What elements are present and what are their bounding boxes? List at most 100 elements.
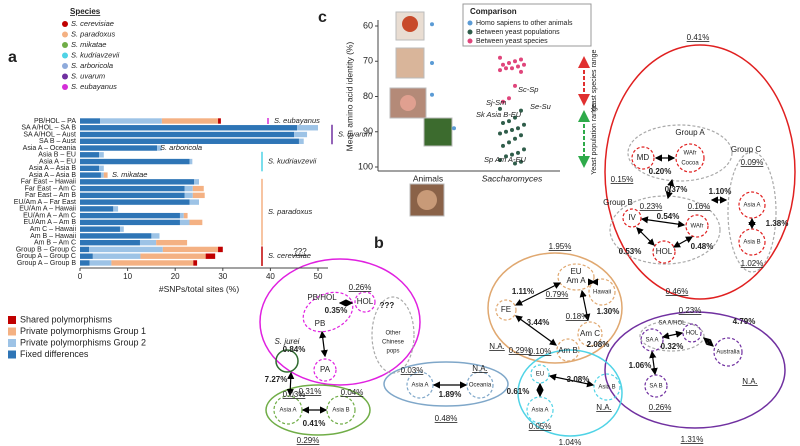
diagram-text: 0.18% xyxy=(566,312,589,321)
legend-swatch xyxy=(62,31,68,38)
point xyxy=(498,106,502,111)
annotation: Se-Su xyxy=(530,102,552,111)
bar-segment xyxy=(80,131,295,138)
point xyxy=(430,92,434,97)
node xyxy=(609,195,721,265)
bar-segment xyxy=(80,179,195,185)
panel-label: c xyxy=(318,9,327,26)
y-tick-label: 90 xyxy=(363,126,373,136)
diagram-text: 0.05% xyxy=(529,422,552,431)
bar-segment xyxy=(183,212,188,219)
bar-segment xyxy=(218,246,223,253)
diagram-text: 0.35% xyxy=(325,306,348,315)
y-tick-label: Asia A – Asia B xyxy=(29,165,76,172)
diagram-text: 1.30% xyxy=(597,307,620,316)
diagram-text: EU xyxy=(570,267,581,276)
panel-label: a xyxy=(8,49,17,66)
legend-swatch xyxy=(62,73,68,80)
diagram-text: 0.04% xyxy=(341,388,364,397)
group-uvarum xyxy=(604,311,786,429)
bar-segment xyxy=(162,246,219,253)
y-tick-label: Asia A – EU xyxy=(39,158,76,165)
group-eubayanus xyxy=(259,258,421,386)
node xyxy=(313,358,337,382)
legend-label: Shared polymorphisms xyxy=(20,314,113,324)
bar-segment xyxy=(113,206,119,212)
bar-segment xyxy=(80,165,100,172)
diagram-text: 0.54% xyxy=(657,212,680,221)
point xyxy=(507,119,511,124)
diagram-text: Am A xyxy=(566,276,586,285)
point xyxy=(498,68,502,73)
diagram-text: 1.10% xyxy=(709,187,732,196)
bar-segment xyxy=(80,226,120,232)
legend-label: S. arboricola xyxy=(71,61,113,70)
diagram-text: Asia A xyxy=(743,203,760,209)
point xyxy=(516,150,520,155)
diagram-arrows xyxy=(286,154,756,414)
bar-segment xyxy=(80,233,152,239)
y-tick-label: 100 xyxy=(358,161,373,171)
node xyxy=(685,214,709,238)
point xyxy=(513,161,517,166)
species-annotation: S. arboricola xyxy=(160,143,202,152)
point xyxy=(513,59,517,64)
diagram-text: 1.06% xyxy=(629,361,652,370)
bar-segment xyxy=(103,172,108,178)
diagram-text: PA xyxy=(320,365,331,374)
x-tick-label: 10 xyxy=(123,272,132,281)
x-tick-label: 0 xyxy=(78,272,83,281)
diagram-text: Asia B xyxy=(598,385,615,391)
diagram-text: Other xyxy=(385,331,400,337)
diagram-text: N.A. xyxy=(489,342,505,351)
diagram-text: WAfr xyxy=(683,151,696,157)
bar-segment xyxy=(179,212,184,219)
bar-segment xyxy=(184,185,193,192)
bar-segment xyxy=(297,125,318,131)
diagram-text: 1.89% xyxy=(439,390,462,399)
group-kudriavzevii xyxy=(517,349,623,437)
bar-segment xyxy=(111,260,194,266)
diagram-text: 0.31% xyxy=(299,387,322,396)
diagram-text: Hawaii xyxy=(593,290,611,296)
diagram-text: 0.53% xyxy=(619,247,642,256)
diagram-text: 7.27% xyxy=(265,375,288,384)
bar-segment xyxy=(99,165,104,172)
arrow xyxy=(548,373,595,388)
diagram-text: SA B xyxy=(649,384,662,390)
bar-segment xyxy=(193,260,198,266)
photo-detail xyxy=(417,190,437,210)
legend-swatch xyxy=(62,42,68,48)
y-tick-label: Asia A – Oceania xyxy=(23,145,76,152)
legend-swatch xyxy=(62,21,68,27)
diagram-text: PB/HOL xyxy=(307,293,337,302)
diagram-text: Chinese xyxy=(382,340,405,346)
x-axis-label: #SNPs/total sites (%) xyxy=(159,284,239,294)
annotation: Sk Asia B-EU xyxy=(476,110,522,119)
y-tick-label: Group A – Group B xyxy=(17,260,76,267)
diagram-text: 4.79% xyxy=(733,317,756,326)
bar-segment xyxy=(192,185,204,192)
point xyxy=(501,62,505,67)
point xyxy=(498,55,502,60)
x-tick-label: 40 xyxy=(266,272,275,281)
bar-segment xyxy=(189,199,199,205)
diagram-text: 0.23% xyxy=(640,202,663,211)
bar-segment xyxy=(189,158,193,165)
bar-segment xyxy=(80,125,298,131)
diagram-text: S. jurei xyxy=(275,337,300,346)
bar-segment xyxy=(189,219,203,226)
legend-label: S. eubayanus xyxy=(71,82,117,91)
arrow xyxy=(515,315,557,346)
point xyxy=(513,115,517,120)
y-tick-label: 60 xyxy=(363,20,373,30)
bar-segment xyxy=(80,260,90,266)
bar-segment xyxy=(99,118,162,124)
diagram-text: Oceania xyxy=(469,383,492,389)
bar-segment xyxy=(80,239,140,246)
node xyxy=(631,146,655,170)
legend-swatch xyxy=(8,327,16,336)
diagram-text: PB xyxy=(315,319,326,328)
diagram-text: Am B xyxy=(558,346,578,355)
y-tick-label: Am B – Hawaii xyxy=(30,233,76,240)
